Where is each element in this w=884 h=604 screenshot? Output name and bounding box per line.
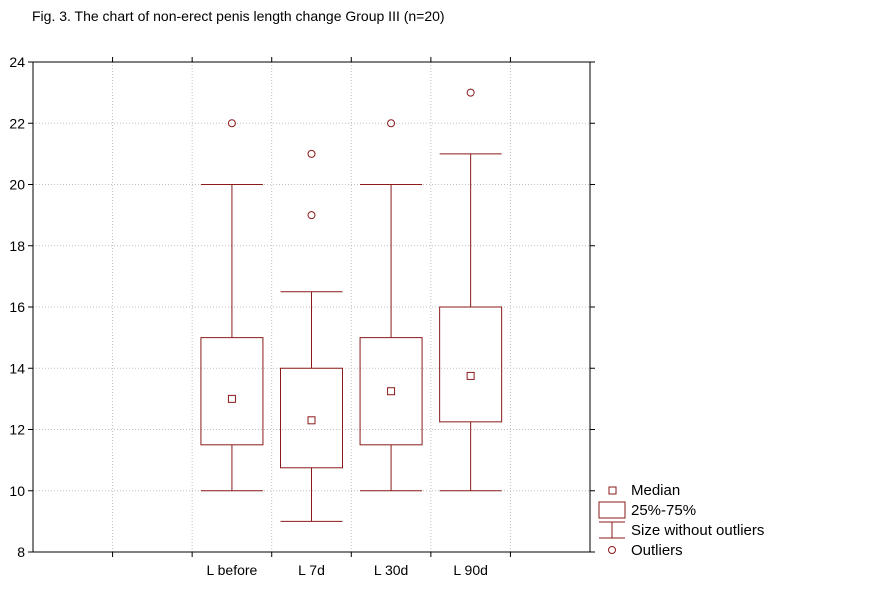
y-axis: 8 10 12 14 16 18 20 22 24 bbox=[9, 54, 595, 560]
box-3 bbox=[359, 119, 423, 492]
x-axis: L before L 7d L 30d L 90d bbox=[112, 57, 511, 578]
median-marker bbox=[307, 416, 316, 425]
median-marker bbox=[466, 371, 475, 380]
legend-label: 25%-75% bbox=[631, 502, 696, 519]
outlier-point bbox=[307, 149, 316, 158]
y-tick-label: 16 bbox=[9, 299, 25, 315]
median-marker bbox=[387, 387, 396, 396]
boxes bbox=[200, 88, 503, 522]
iqr-box bbox=[200, 337, 264, 446]
iqr-box bbox=[359, 337, 423, 446]
chart-title: Fig. 3. The chart of non-erect penis len… bbox=[32, 8, 445, 24]
x-tick-label: L before bbox=[206, 562, 257, 578]
y-tick-label: 20 bbox=[9, 177, 25, 193]
x-tick-label: L 7d bbox=[298, 562, 325, 578]
grid-lines bbox=[33, 62, 590, 552]
legend-label: Size without outliers bbox=[631, 522, 764, 539]
x-tick-label: L 90d bbox=[453, 562, 488, 578]
y-tick-label: 18 bbox=[9, 238, 25, 254]
y-tick-label: 24 bbox=[9, 54, 25, 70]
x-tick-label: L 30d bbox=[374, 562, 409, 578]
y-tick-label: 8 bbox=[17, 544, 25, 560]
legend-label: Median bbox=[631, 482, 680, 499]
iqr-box bbox=[280, 367, 343, 469]
y-tick-label: 14 bbox=[9, 360, 25, 376]
legend: Median 25%-75% Size without outliers Outlie… bbox=[598, 482, 764, 559]
y-tick-label: 10 bbox=[9, 483, 25, 499]
legend-label: Outliers bbox=[631, 542, 683, 559]
legend-median-icon bbox=[608, 486, 617, 495]
outlier-point bbox=[227, 119, 236, 128]
outlier-point bbox=[387, 119, 396, 128]
box-2 bbox=[280, 149, 343, 522]
median-marker bbox=[227, 394, 236, 403]
outlier-point bbox=[466, 88, 475, 97]
box-4 bbox=[439, 88, 503, 492]
y-tick-label: 12 bbox=[9, 422, 25, 438]
box-1 bbox=[200, 119, 264, 492]
legend-box-icon bbox=[598, 501, 626, 519]
iqr-box bbox=[439, 306, 503, 423]
outlier-point bbox=[307, 211, 316, 220]
legend-outlier-icon bbox=[608, 546, 616, 554]
y-tick-label: 22 bbox=[9, 115, 25, 131]
